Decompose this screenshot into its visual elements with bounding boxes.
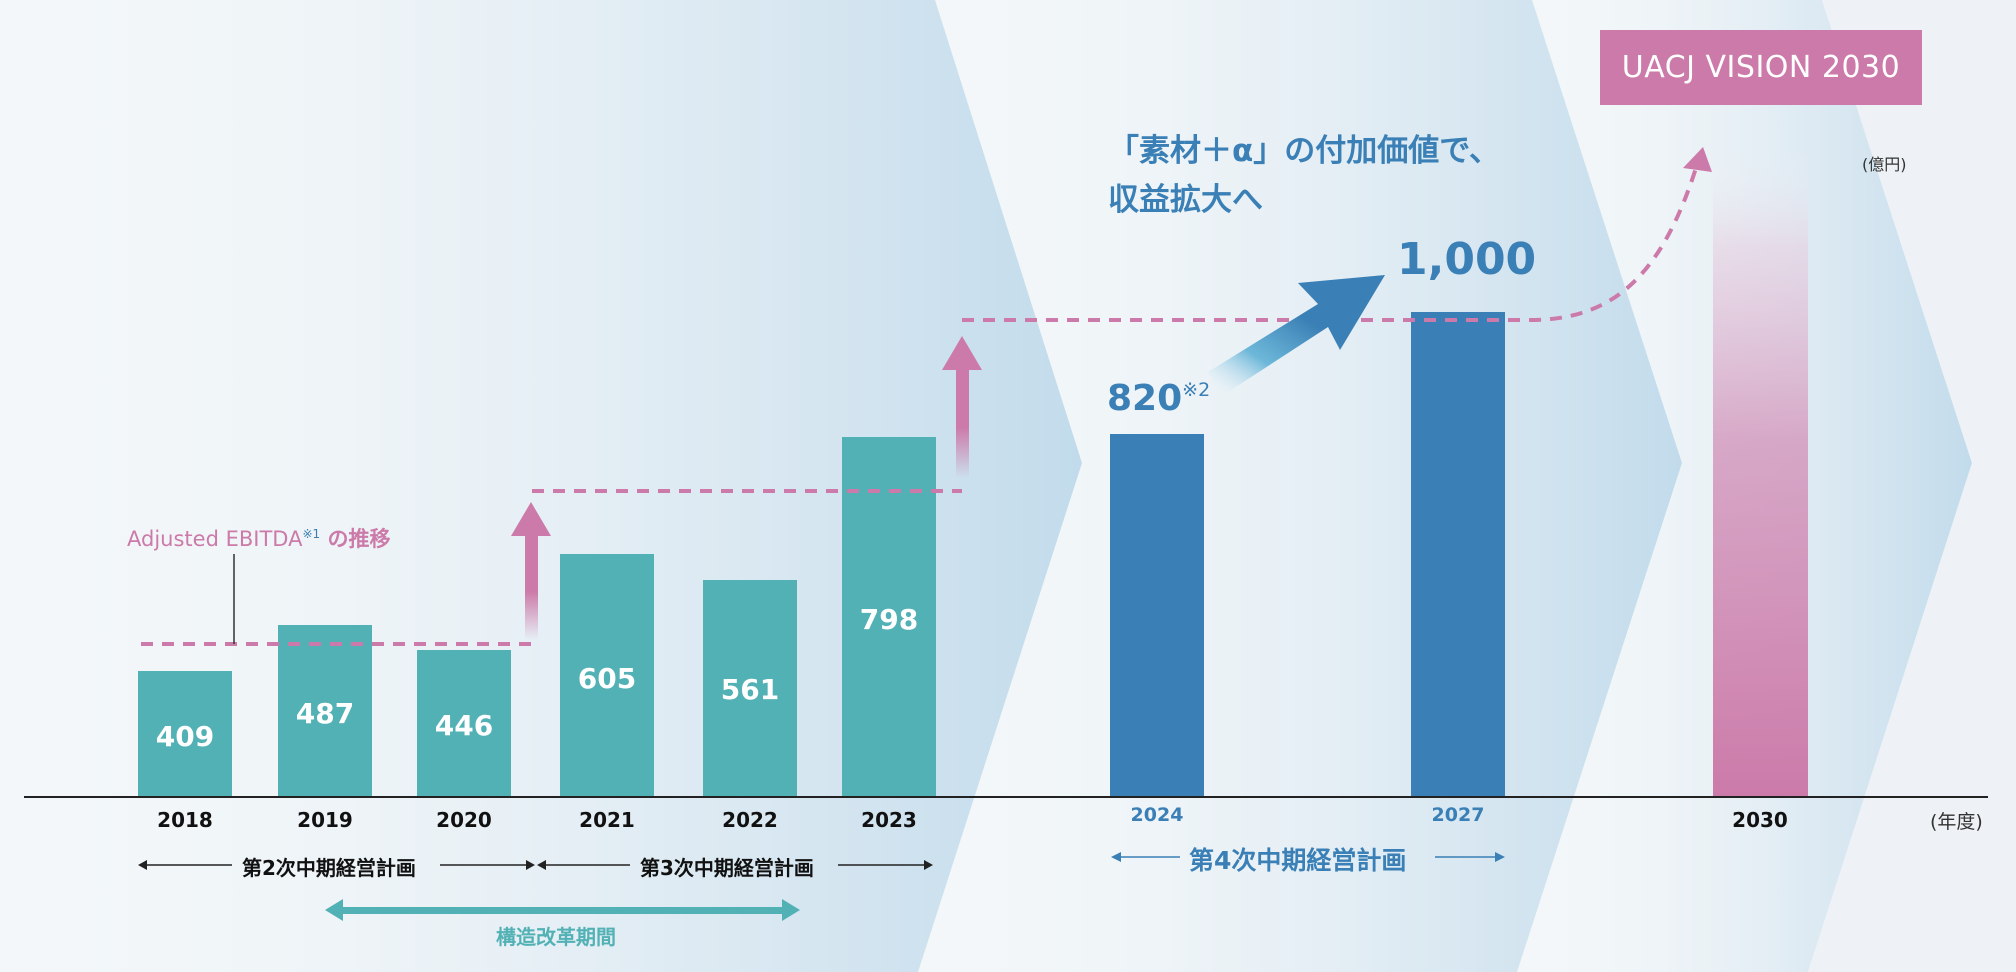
- plan-3-arrow: [537, 860, 933, 870]
- series-label-main: Adjusted EBITDA: [127, 527, 303, 551]
- bar-2024: [1110, 434, 1204, 797]
- year-label-2023: 2023: [861, 808, 917, 832]
- plan-2-arrow: [138, 860, 535, 870]
- plan-4-arrow: [1111, 852, 1505, 862]
- curve-arrowhead-icon: [1683, 147, 1712, 172]
- headline-line-1: 「素材＋α」の付加価値で、: [1108, 133, 1501, 169]
- plan-3-label: 第3次中期経営計画: [640, 856, 814, 880]
- footnote-2: ※2: [1182, 379, 1211, 401]
- bar-2018: [138, 671, 232, 797]
- bar-2027: [1411, 312, 1505, 797]
- bar-2023: [842, 437, 936, 797]
- year-label-2024: 2024: [1130, 804, 1184, 826]
- bar-2030: [1713, 150, 1808, 797]
- headline: 「素材＋α」の付加価値で、 収益拡大へ: [1108, 127, 1500, 225]
- growth-arrow-icon: [1208, 275, 1385, 396]
- year-label-2018: 2018: [157, 808, 213, 832]
- pink-up-arrow-1: [511, 502, 551, 640]
- bar-value-2022: 561: [720, 673, 780, 706]
- bar-value-2027: 1,000: [1397, 234, 1537, 285]
- year-label-2027: 2027: [1431, 804, 1485, 826]
- year-label-2022: 2022: [722, 808, 778, 832]
- reference-lines: [141, 167, 1698, 646]
- unit-label: (億円): [1862, 155, 1907, 174]
- year-label-2019: 2019: [297, 808, 353, 832]
- bar-2019: [278, 625, 372, 797]
- bar-2020: [417, 650, 511, 797]
- plan-4-label: 第4次中期経営計画: [1189, 846, 1407, 875]
- bar-value-2018: 409: [155, 720, 215, 753]
- plan-2-label: 第2次中期経営計画: [242, 856, 416, 880]
- headline-line-2: 収益拡大へ: [1108, 182, 1263, 218]
- series-label-suffix: の推移: [320, 527, 391, 551]
- value-820: 820: [1107, 378, 1183, 419]
- series-label: Adjusted EBITDA※1 の推移: [127, 523, 390, 553]
- bars: [138, 150, 1808, 797]
- bar-value-2021: 605: [577, 662, 637, 695]
- bar-2022: [703, 580, 797, 797]
- pink-up-arrow-2: [942, 336, 982, 478]
- bar-value-2023: 798: [859, 603, 919, 636]
- footnote-1: ※1: [302, 527, 321, 541]
- year-label-2030: 2030: [1732, 808, 1788, 832]
- restructuring-period-arrow: [325, 899, 800, 921]
- reference-curve-3: [962, 167, 1698, 322]
- vision-badge: UACJ VISION 2030: [1600, 30, 1922, 105]
- year-label-2021: 2021: [579, 808, 635, 832]
- restructuring-period-label: 構造改革期間: [496, 925, 616, 949]
- bar-value-2019: 487: [295, 697, 355, 730]
- year-unit-label: (年度): [1930, 811, 1983, 833]
- bar-2021: [560, 554, 654, 797]
- bar-value-2024: 820※2: [1107, 378, 1210, 419]
- bar-value-2020: 446: [434, 709, 494, 742]
- year-label-2020: 2020: [436, 808, 492, 832]
